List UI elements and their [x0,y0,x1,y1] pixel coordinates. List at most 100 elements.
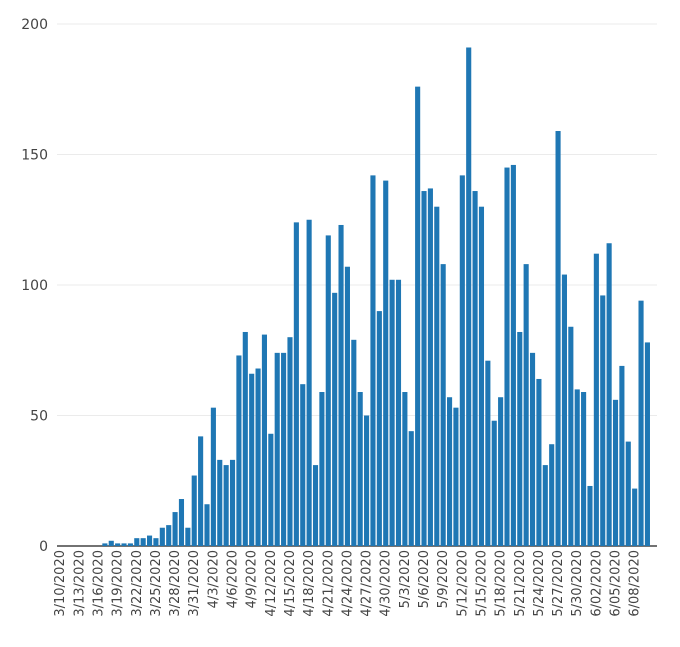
bar [204,504,210,546]
bar [389,279,395,546]
x-tick-label: 3/31/2020 [187,550,202,617]
bar [249,373,255,546]
bar [268,433,274,546]
x-tick-label: 3/22/2020 [130,550,145,617]
bar [293,222,299,547]
bar [402,392,408,546]
bar [593,253,599,546]
bar [370,175,376,546]
bar [102,543,108,546]
bar [306,219,312,546]
bar [644,342,650,546]
bar [542,465,548,546]
x-tick-label: 3/10/2020 [53,550,68,617]
x-axis-ticks: 3/10/2020 3/13/2020 3/16/2020 3/19/2020 3/22… [53,550,642,617]
x-tick-label: 6/05/2020 [609,550,624,617]
x-tick-label: 3/16/2020 [91,550,106,617]
bar [312,465,319,546]
x-tick-label: 4/6/2020 [226,550,241,608]
bar [172,512,178,546]
bar [529,352,536,546]
x-tick-label: 5/3/2020 [398,550,413,608]
x-tick-label: 5/24/2020 [532,550,547,617]
x-tick-label: 4/24/2020 [340,550,355,617]
x-tick-label: 4/27/2020 [360,550,375,617]
x-tick-label: 5/15/2020 [474,550,489,617]
bar [287,337,293,546]
bar [447,397,453,546]
bar [536,378,542,546]
bar [108,540,114,546]
bar [166,525,172,546]
bar [408,431,414,546]
bar [504,167,510,547]
bars [102,47,650,547]
bar [478,206,485,546]
bar [332,292,338,546]
bar [344,266,350,546]
bar [229,459,236,546]
bar [159,527,165,546]
bar [255,368,261,546]
bar [210,407,216,546]
y-tick-label: 200 [21,17,48,33]
bar [523,264,529,546]
bar [472,191,478,547]
bar [632,488,638,546]
bar [395,279,402,546]
bar [510,164,516,546]
y-tick-label: 0 [39,539,48,555]
bar [376,311,382,546]
bar [612,399,619,546]
y-tick-label: 100 [21,278,48,294]
bar [185,527,191,546]
bar [140,538,146,546]
x-tick-label: 6/08/2020 [628,550,643,617]
x-tick-label: 4/9/2020 [245,550,260,608]
y-axis-ticks: 0 50 100 150 200 [21,17,48,555]
x-tick-label: 5/27/2020 [551,550,566,617]
x-tick-label: 6/02/2020 [589,550,604,617]
bar [600,295,606,546]
x-tick-label: 5/18/2020 [494,550,509,617]
x-tick-label: 4/18/2020 [302,550,317,617]
x-tick-label: 4/12/2020 [264,550,279,617]
bar [261,334,267,546]
bar [587,485,593,546]
bar [498,397,504,546]
bar [434,206,440,546]
bar [491,420,497,546]
bar [357,392,363,546]
bar [325,235,331,546]
x-tick-label: 4/3/2020 [206,550,221,608]
bar [517,331,523,546]
bar [147,535,153,546]
bar [485,360,491,546]
bar [549,444,555,546]
bar [427,188,433,546]
bar [561,274,567,546]
x-tick-label: 4/21/2020 [321,550,336,617]
x-tick-label: 5/6/2020 [417,550,432,608]
bar [134,538,140,546]
x-tick-label: 4/30/2020 [379,550,394,617]
bar [274,352,280,546]
bar [300,384,306,546]
bar [178,499,185,546]
bar [383,180,389,546]
bar [191,475,197,546]
bar [415,86,421,546]
y-tick-label: 50 [30,409,48,425]
bar [121,543,127,546]
bar [127,543,133,546]
bar [153,538,159,546]
bar [568,326,574,546]
bar [351,339,357,546]
bar [236,355,242,546]
bar [606,243,612,547]
x-tick-label: 5/9/2020 [436,550,451,608]
bar [223,465,229,546]
bar [581,392,587,546]
bar [338,224,344,546]
